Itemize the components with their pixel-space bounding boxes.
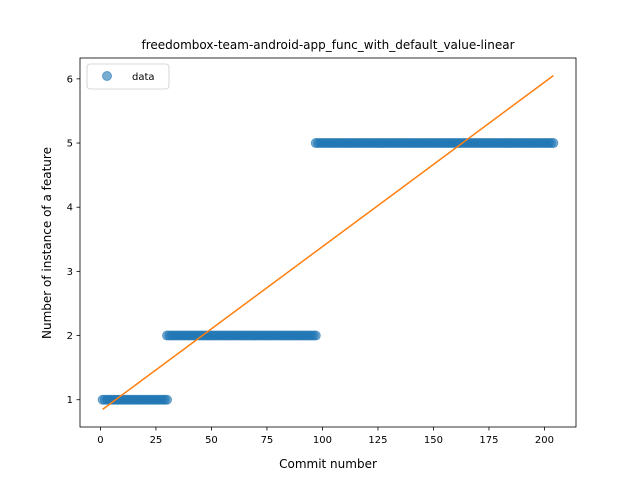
y-axis-label: Number of instance of a feature [40,147,54,339]
chart-title: freedombox-team-android-app_func_with_de… [141,38,514,52]
x-tick-label-200: 200 [535,435,554,446]
legend: data [86,63,170,90]
legend-marker-data [102,71,112,81]
y-tick-label-4: 4 [67,203,73,214]
x-tick-label-125: 125 [368,435,387,446]
fit-line [102,75,554,410]
x-tick-label-150: 150 [424,435,443,446]
x-axis: 0 25 50 75 100 125 150 175 200 [97,427,554,446]
y-tick-label-6: 6 [67,74,73,85]
y-tick-label-5: 5 [67,139,73,150]
y-tick-label-3: 3 [67,267,73,278]
x-axis-label: Commit number [279,457,377,471]
fit-line-layer [102,75,554,410]
data-point-205 [548,138,559,149]
legend-label-data: data [132,72,155,83]
data-points [97,138,559,405]
x-tick-label-175: 175 [479,435,498,446]
data-point-29 [162,394,173,405]
y-tick-label-1: 1 [67,395,73,406]
x-tick-label-0: 0 [97,435,103,446]
plot-area-frame [79,57,577,428]
y-axis: 1 2 3 4 5 6 [67,74,80,406]
legend-box [86,63,170,90]
x-tick-label-25: 25 [150,435,163,446]
x-tick-label-75: 75 [261,435,274,446]
data-point-97 [310,330,321,341]
x-tick-label-50: 50 [205,435,218,446]
x-tick-label-100: 100 [313,435,332,446]
y-tick-label-2: 2 [67,331,73,342]
